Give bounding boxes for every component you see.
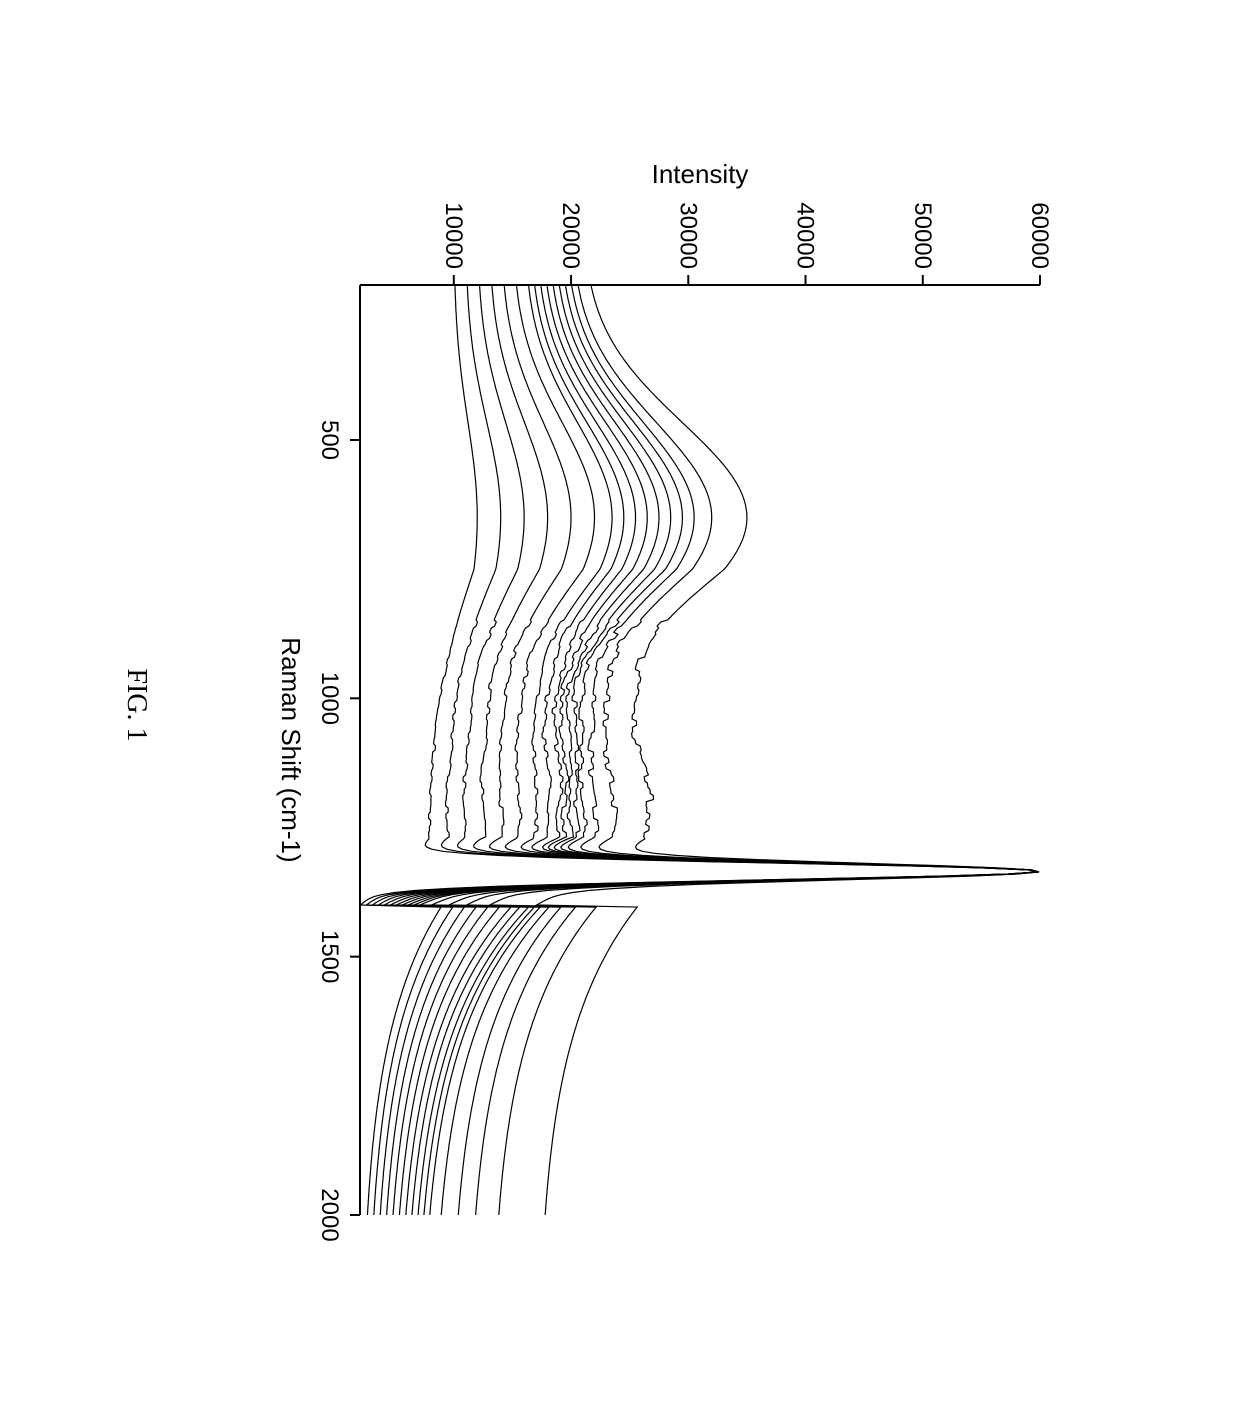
figure-caption: FIG. 1 bbox=[120, 155, 152, 1255]
spectrum-line bbox=[402, 285, 1039, 1215]
x-axis-label: Raman Shift (cm-1) bbox=[276, 637, 306, 862]
spectrum-line bbox=[467, 285, 1039, 1215]
spectrum-line bbox=[379, 285, 1039, 1215]
rotated-figure: 500 1000 1500 2000 10000 20000 30000 40000 50000… bbox=[180, 155, 1060, 1255]
x-tick-label: 1000 bbox=[316, 672, 343, 725]
y-tick-label: 30000 bbox=[674, 202, 701, 269]
y-tick-label: 60000 bbox=[1026, 202, 1053, 269]
spectrum-line bbox=[490, 285, 1039, 1215]
spectrum-line bbox=[420, 285, 1039, 1215]
raman-spectra-chart: 500 1000 1500 2000 10000 20000 30000 40000 50000… bbox=[180, 155, 1060, 1255]
spectrum-line bbox=[537, 285, 1039, 1215]
x-tick-label: 500 bbox=[316, 420, 343, 460]
spectrum-line bbox=[367, 285, 1039, 1215]
spectrum-line bbox=[373, 285, 1039, 1215]
spectra-group bbox=[361, 285, 1040, 1215]
spectrum-line bbox=[408, 285, 1039, 1215]
spectrum-line bbox=[449, 285, 1039, 1215]
x-tick-label: 2000 bbox=[316, 1188, 343, 1241]
spectrum-line bbox=[384, 285, 1038, 1215]
y-tick-label: 50000 bbox=[909, 202, 936, 269]
spectrum-line bbox=[432, 285, 1039, 1215]
spectrum-line bbox=[396, 285, 1039, 1215]
y-tick-label: 10000 bbox=[440, 202, 467, 269]
spectrum-line bbox=[414, 285, 1039, 1215]
x-tick-label: 1500 bbox=[316, 930, 343, 983]
y-tick-label: 20000 bbox=[557, 202, 584, 269]
page: 500 1000 1500 2000 10000 20000 30000 40000 50000… bbox=[0, 0, 1240, 1410]
y-axis-label: Intensity bbox=[652, 159, 749, 189]
chart-container: 500 1000 1500 2000 10000 20000 30000 40000 50000… bbox=[180, 155, 1060, 1255]
y-tick-label: 40000 bbox=[792, 202, 819, 269]
